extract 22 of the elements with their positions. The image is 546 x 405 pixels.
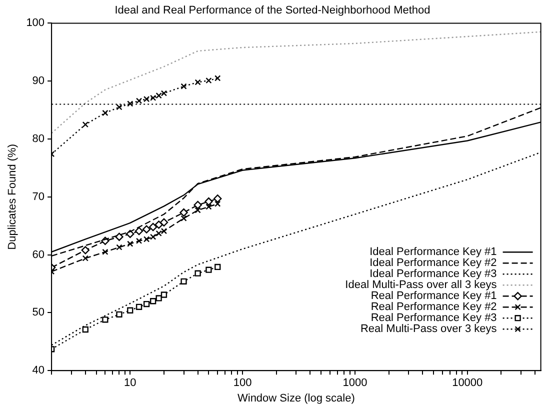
y-tick-label: 100	[26, 17, 45, 30]
y-tick-label: 70	[32, 190, 45, 203]
legend-label: Real Performance Key #3	[370, 312, 497, 324]
legend-label: Real Performance Key #1	[370, 290, 497, 302]
legend-label: Ideal Performance Key #1	[370, 246, 497, 258]
x-tick-label: 100	[233, 377, 252, 390]
legend-label: Ideal Performance Key #3	[370, 268, 497, 280]
y-tick-label: 60	[32, 248, 45, 261]
legend-label: Real Performance Key #2	[370, 301, 497, 314]
legend-label: Ideal Multi-Pass over all 3 keys	[345, 279, 498, 292]
legend-label: Ideal Performance Key #2	[370, 257, 497, 270]
x-axis-title: Window Size (log scale)	[237, 392, 355, 404]
x-tick-label: 10	[124, 377, 136, 390]
x-tick-label: 1000	[342, 377, 368, 390]
legend-label: Real Multi-Pass over 3 keys	[360, 323, 498, 336]
x-tick-label: 10000	[452, 377, 483, 390]
chart-title: Ideal and Real Performance of the Sorted-Neighborhood Method	[114, 4, 430, 17]
y-tick-label: 40	[32, 364, 45, 377]
y-tick-label: 90	[32, 75, 45, 88]
y-tick-label: 50	[32, 306, 45, 319]
y-axis-title: Duplicates Found (%)	[6, 144, 19, 250]
y-tick-label: 80	[32, 133, 45, 146]
